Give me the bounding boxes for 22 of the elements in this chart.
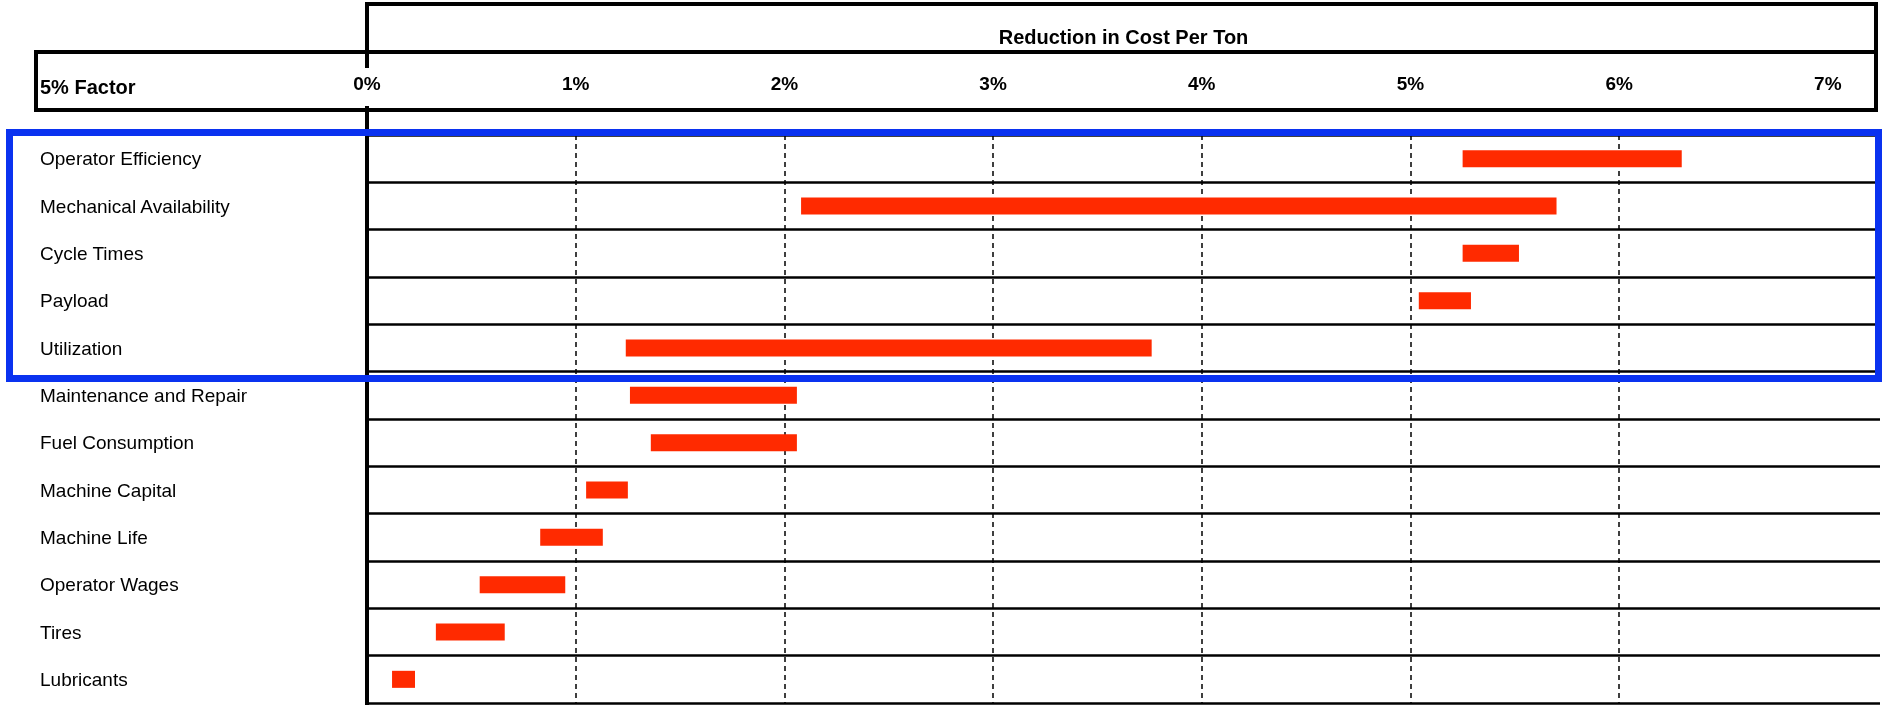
- y-tick-label: Operator Efficiency: [40, 148, 202, 170]
- y-tick-label: Tires: [40, 621, 82, 643]
- y-tick-label: Cycle Times: [40, 242, 144, 264]
- x-tick-label: 7%: [1814, 73, 1842, 94]
- y-tick-label: Machine Life: [40, 526, 148, 548]
- y-tick-label: Utilization: [40, 337, 123, 359]
- y-tick-label: Machine Capital: [40, 479, 177, 501]
- y-tick-label: Mechanical Availability: [40, 195, 231, 217]
- x-tick-label: 1%: [561, 73, 590, 94]
- x-tick-label: 3%: [979, 73, 1007, 94]
- y-tick-label: Lubricants: [40, 668, 128, 690]
- x-tick-label: 5%: [1396, 73, 1425, 94]
- y-axis-title: 5% Factor: [40, 76, 136, 98]
- y-tick-label: Fuel Consumption: [40, 432, 195, 454]
- x-tick-label: 6%: [1605, 73, 1633, 94]
- y-tick-label: Maintenance and Repair: [40, 384, 248, 406]
- x-tick-label: 2%: [770, 73, 799, 94]
- x-axis-title: Reduction in Cost Per Ton: [998, 26, 1249, 48]
- y-tick-label: Payload: [40, 290, 109, 312]
- x-tick-label: 0%: [353, 73, 381, 94]
- y-tick-label: Operator Wages: [40, 574, 179, 596]
- x-tick-label: 4%: [1188, 73, 1216, 94]
